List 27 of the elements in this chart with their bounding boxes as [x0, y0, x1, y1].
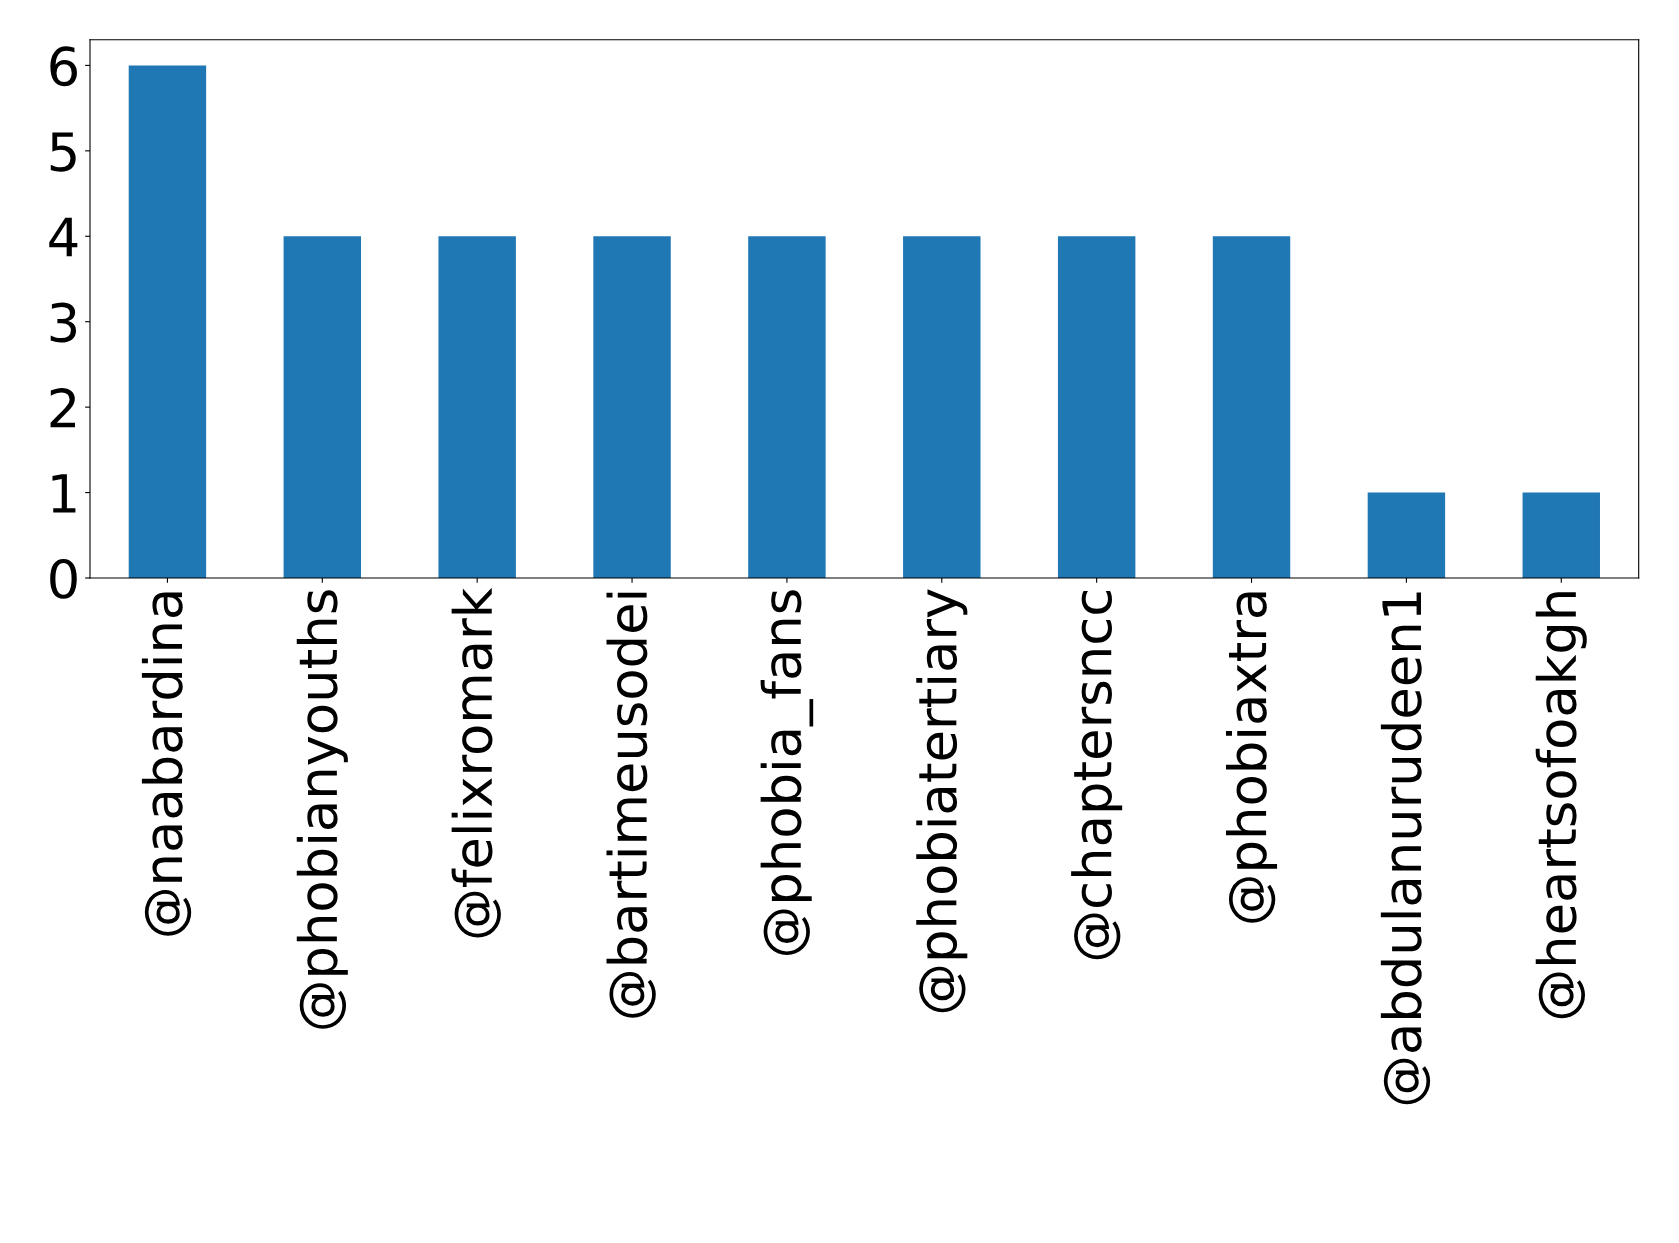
y-tick-label: 4 — [49, 217, 78, 257]
bar — [283, 236, 362, 578]
y-tick-label: 5 — [50, 132, 76, 172]
y-tick-label: 0 — [50, 558, 77, 599]
x-tick-label: @naabardina — [141, 592, 192, 936]
x-tick-label: @bartimeusodei — [606, 592, 656, 1018]
y-tick-label: 6 — [50, 46, 77, 87]
x-tick-label: @heartsofoakgh — [1535, 592, 1587, 1019]
y-tick-label: 1 — [52, 474, 76, 513]
bar — [128, 65, 207, 578]
bar — [1367, 492, 1446, 578]
bar — [1522, 492, 1600, 578]
bar — [1212, 236, 1291, 578]
bar — [903, 236, 981, 578]
x-tick-label: @phobia_fans — [760, 590, 814, 956]
x-tick-label: @chaptersncc — [1071, 590, 1123, 960]
bar — [1057, 236, 1136, 578]
x-tick-label: @phobianyouths — [296, 590, 348, 1029]
x-tick-label: @abdulanurudeen1 — [1380, 592, 1431, 1105]
y-tick-label: 3 — [50, 302, 77, 343]
bar — [438, 236, 516, 578]
x-tick-label: @phobiaxtra — [1225, 592, 1278, 923]
bar — [593, 236, 671, 578]
y-tick-label: 2 — [50, 388, 75, 428]
x-tick-label: @phobiatertiary — [916, 589, 968, 1013]
bar — [748, 236, 826, 578]
x-tick-label: @felixromark — [451, 587, 501, 938]
